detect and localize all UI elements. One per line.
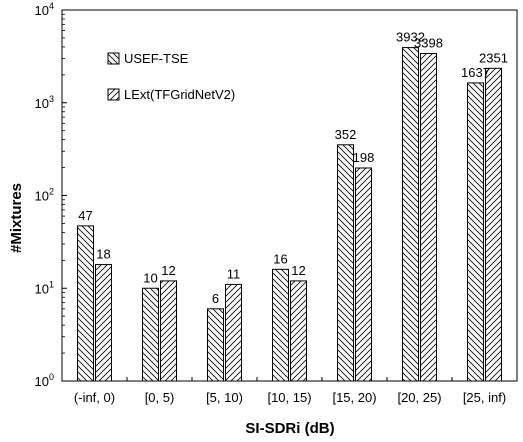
bar-lext [95, 264, 112, 382]
bar-lext [355, 167, 372, 382]
bar-value-label: 3932 [396, 30, 425, 45]
bar-value-label: 3398 [414, 35, 443, 50]
bar-value-label: 6 [212, 291, 219, 306]
y-tick-label: 100 [35, 372, 54, 389]
x-axis-title: SI-SDRi (dB) [245, 420, 334, 437]
y-axis-title: #Mixtures [8, 183, 25, 253]
bar-value-label: 198 [353, 150, 375, 165]
x-tick-label: [25, inf) [463, 390, 506, 405]
bar-value-label: 2351 [479, 50, 508, 65]
bar-lext [290, 280, 307, 382]
bar-usef-tse [467, 82, 484, 382]
bar-value-label: 352 [335, 127, 357, 142]
legend-label-usef-tse: USEF-TSE [124, 51, 189, 66]
bar-value-label: 1637 [461, 65, 490, 80]
legend-swatch-usef-tse [107, 52, 120, 65]
x-tick-label: [20, 25) [397, 390, 441, 405]
bar-lext [485, 67, 502, 382]
x-tick-label: (-inf, 0) [74, 390, 115, 405]
x-axis: (-inf, 0) [0, 5) [5, 10) [10, 15) [15, 20) [2… [61, 377, 506, 405]
legend-item-usef-tse: USEF-TSE [107, 51, 189, 66]
legend: USEF-TSE LExt(TFGridNetV2) [107, 51, 235, 102]
bar-usef-tse [142, 287, 159, 382]
bar-usef-tse [337, 144, 354, 382]
bar-usef-tse [272, 268, 289, 382]
bar-lext [160, 280, 177, 382]
legend-swatch-lext [107, 88, 120, 101]
bars [77, 47, 502, 382]
bar-value-label: 16 [273, 251, 287, 266]
y-tick-label: 101 [35, 279, 54, 296]
x-tick-label: [0, 5) [145, 390, 175, 405]
bar-value-label: 12 [161, 263, 175, 278]
bar-lext [420, 52, 437, 382]
bar-usef-tse [207, 308, 224, 382]
x-tick-label: [15, 20) [332, 390, 376, 405]
y-axis: 100 101 102 103 104 [35, 1, 67, 389]
y-tick-label: 104 [35, 1, 54, 18]
x-tick-label: [10, 15) [267, 390, 311, 405]
x-tick-label: [5, 10) [206, 390, 243, 405]
bar-value-label: 12 [291, 263, 305, 278]
legend-item-lext: LExt(TFGridNetV2) [107, 87, 235, 102]
bar-usef-tse [402, 47, 419, 382]
bar-value-label: 47 [78, 208, 92, 223]
bar-lext [225, 283, 242, 382]
bar-value-label: 18 [96, 247, 110, 262]
bar-usef-tse [77, 225, 94, 382]
legend-label-lext: LExt(TFGridNetV2) [124, 87, 235, 102]
y-tick-label: 103 [35, 94, 54, 111]
bar-value-label: 11 [227, 266, 241, 281]
bar-value-label: 10 [143, 270, 157, 285]
y-tick-label: 102 [35, 187, 54, 204]
